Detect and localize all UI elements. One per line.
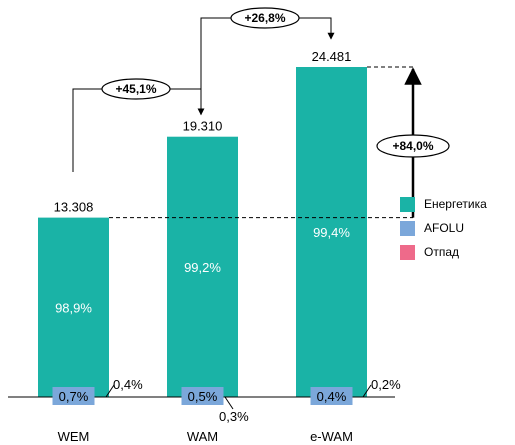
afolu-share-label-e-wam: 0,4% xyxy=(317,389,347,404)
change-bubble-2 xyxy=(376,134,450,158)
category-label-e-wam: e-WAM xyxy=(310,429,353,444)
waste-share-label-wem: 0,4% xyxy=(113,377,143,392)
afolu-box-wem xyxy=(52,387,95,405)
afolu-box-wam xyxy=(181,387,224,405)
change-label-0: +45,1% xyxy=(115,82,156,96)
afolu-share-label-wem: 0,7% xyxy=(59,389,89,404)
bar-energy-wam xyxy=(167,136,238,397)
change-label-1: +26,8% xyxy=(244,11,285,25)
legend-swatch-waste xyxy=(400,244,415,260)
legend-label-energy: Енергетика xyxy=(424,197,487,211)
bar-energy-wem xyxy=(38,217,109,397)
total-label-e-wam: 24.481 xyxy=(312,49,352,64)
energy-share-label-wem: 98,9% xyxy=(55,300,92,315)
legend-item-waste: Отпад xyxy=(400,240,487,264)
legend-swatch-energy xyxy=(400,196,415,212)
total-label-wam: 19.310 xyxy=(183,119,223,134)
afolu-box-e-wam xyxy=(310,387,353,405)
waste-share-label-wam: 0,3% xyxy=(219,409,249,424)
waste-leader-wam xyxy=(224,396,234,410)
change-bubble-1 xyxy=(230,7,300,29)
legend-item-energy: Енергетика xyxy=(400,192,487,216)
bar-energy-e-wam xyxy=(296,67,367,397)
legend-label-waste: Отпад xyxy=(424,245,460,259)
waste-leader-wem xyxy=(105,384,115,398)
legend-swatch-afolu xyxy=(400,220,415,236)
afolu-share-label-wam: 0,5% xyxy=(188,389,218,404)
energy-share-label-wam: 99,2% xyxy=(184,260,221,275)
legend-item-afolu: AFOLU xyxy=(400,216,487,240)
waste-share-label-e-wam: 0,2% xyxy=(371,377,401,392)
change-label-2: +84,0% xyxy=(392,139,433,153)
waste-leader-e-wam xyxy=(362,384,372,398)
category-label-wam: WAM xyxy=(187,429,218,444)
category-label-wem: WEM xyxy=(58,429,90,444)
change-bubble-0 xyxy=(101,78,171,100)
total-label-wem: 13.308 xyxy=(54,200,94,215)
energy-share-label-e-wam: 99,4% xyxy=(313,225,350,240)
legend: Енергетика AFOLU Отпад xyxy=(400,192,487,264)
legend-label-afolu: AFOLU xyxy=(424,221,465,235)
